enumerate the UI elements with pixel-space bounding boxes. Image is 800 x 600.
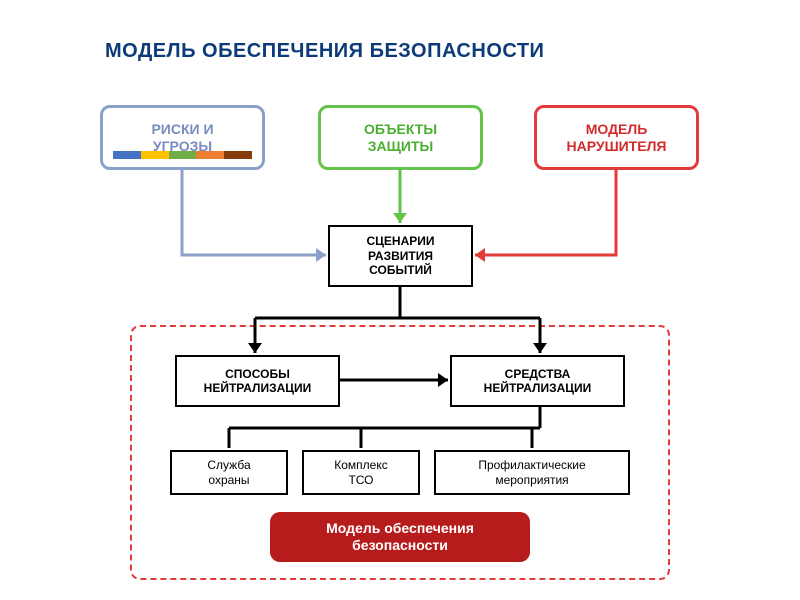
node-intruder: МОДЕЛЬНАРУШИТЕЛЯ	[534, 105, 699, 170]
node-tso-label: КомплексТСО	[334, 458, 387, 487]
node-scenarios: СЦЕНАРИИРАЗВИТИЯСОБЫТИЙ	[328, 225, 473, 287]
node-intruder-label: МОДЕЛЬНАРУШИТЕЛЯ	[567, 121, 667, 155]
node-risks: РИСКИ ИУГРОЗЫ	[100, 105, 265, 170]
node-risks-label: РИСКИ ИУГРОЗЫ	[151, 121, 213, 155]
node-means-label: СРЕДСТВАНЕЙТРАЛИЗАЦИИ	[484, 367, 592, 396]
node-scenarios-label: СЦЕНАРИИРАЗВИТИЯСОБЫТИЙ	[366, 234, 434, 277]
node-model-label: Модель обеспечениябезопасности	[270, 512, 530, 562]
node-tso: КомплексТСО	[302, 450, 420, 495]
node-guard: Службаохраны	[170, 450, 288, 495]
diagram-canvas: МОДЕЛЬ ОБЕСПЕЧЕНИЯ БЕЗОПАСНОСТИ РИСКИ ИУ…	[0, 0, 800, 600]
node-objects: ОБЪЕКТЫЗАЩИТЫ	[318, 105, 483, 170]
page-title: МОДЕЛЬ ОБЕСПЕЧЕНИЯ БЕЗОПАСНОСТИ	[105, 40, 544, 63]
node-objects-label: ОБЪЕКТЫЗАЩИТЫ	[364, 121, 437, 155]
node-guard-label: Службаохраны	[207, 458, 250, 487]
node-means: СРЕДСТВАНЕЙТРАЛИЗАЦИИ	[450, 355, 625, 407]
node-model-label-text: Модель обеспечениябезопасности	[326, 520, 474, 554]
node-prevent: Профилактическиемероприятия	[434, 450, 630, 495]
rainbow-bar	[113, 151, 252, 159]
node-prevent-label: Профилактическиемероприятия	[478, 458, 585, 487]
node-methods-label: СПОСОБЫНЕЙТРАЛИЗАЦИИ	[204, 367, 312, 396]
node-methods: СПОСОБЫНЕЙТРАЛИЗАЦИИ	[175, 355, 340, 407]
